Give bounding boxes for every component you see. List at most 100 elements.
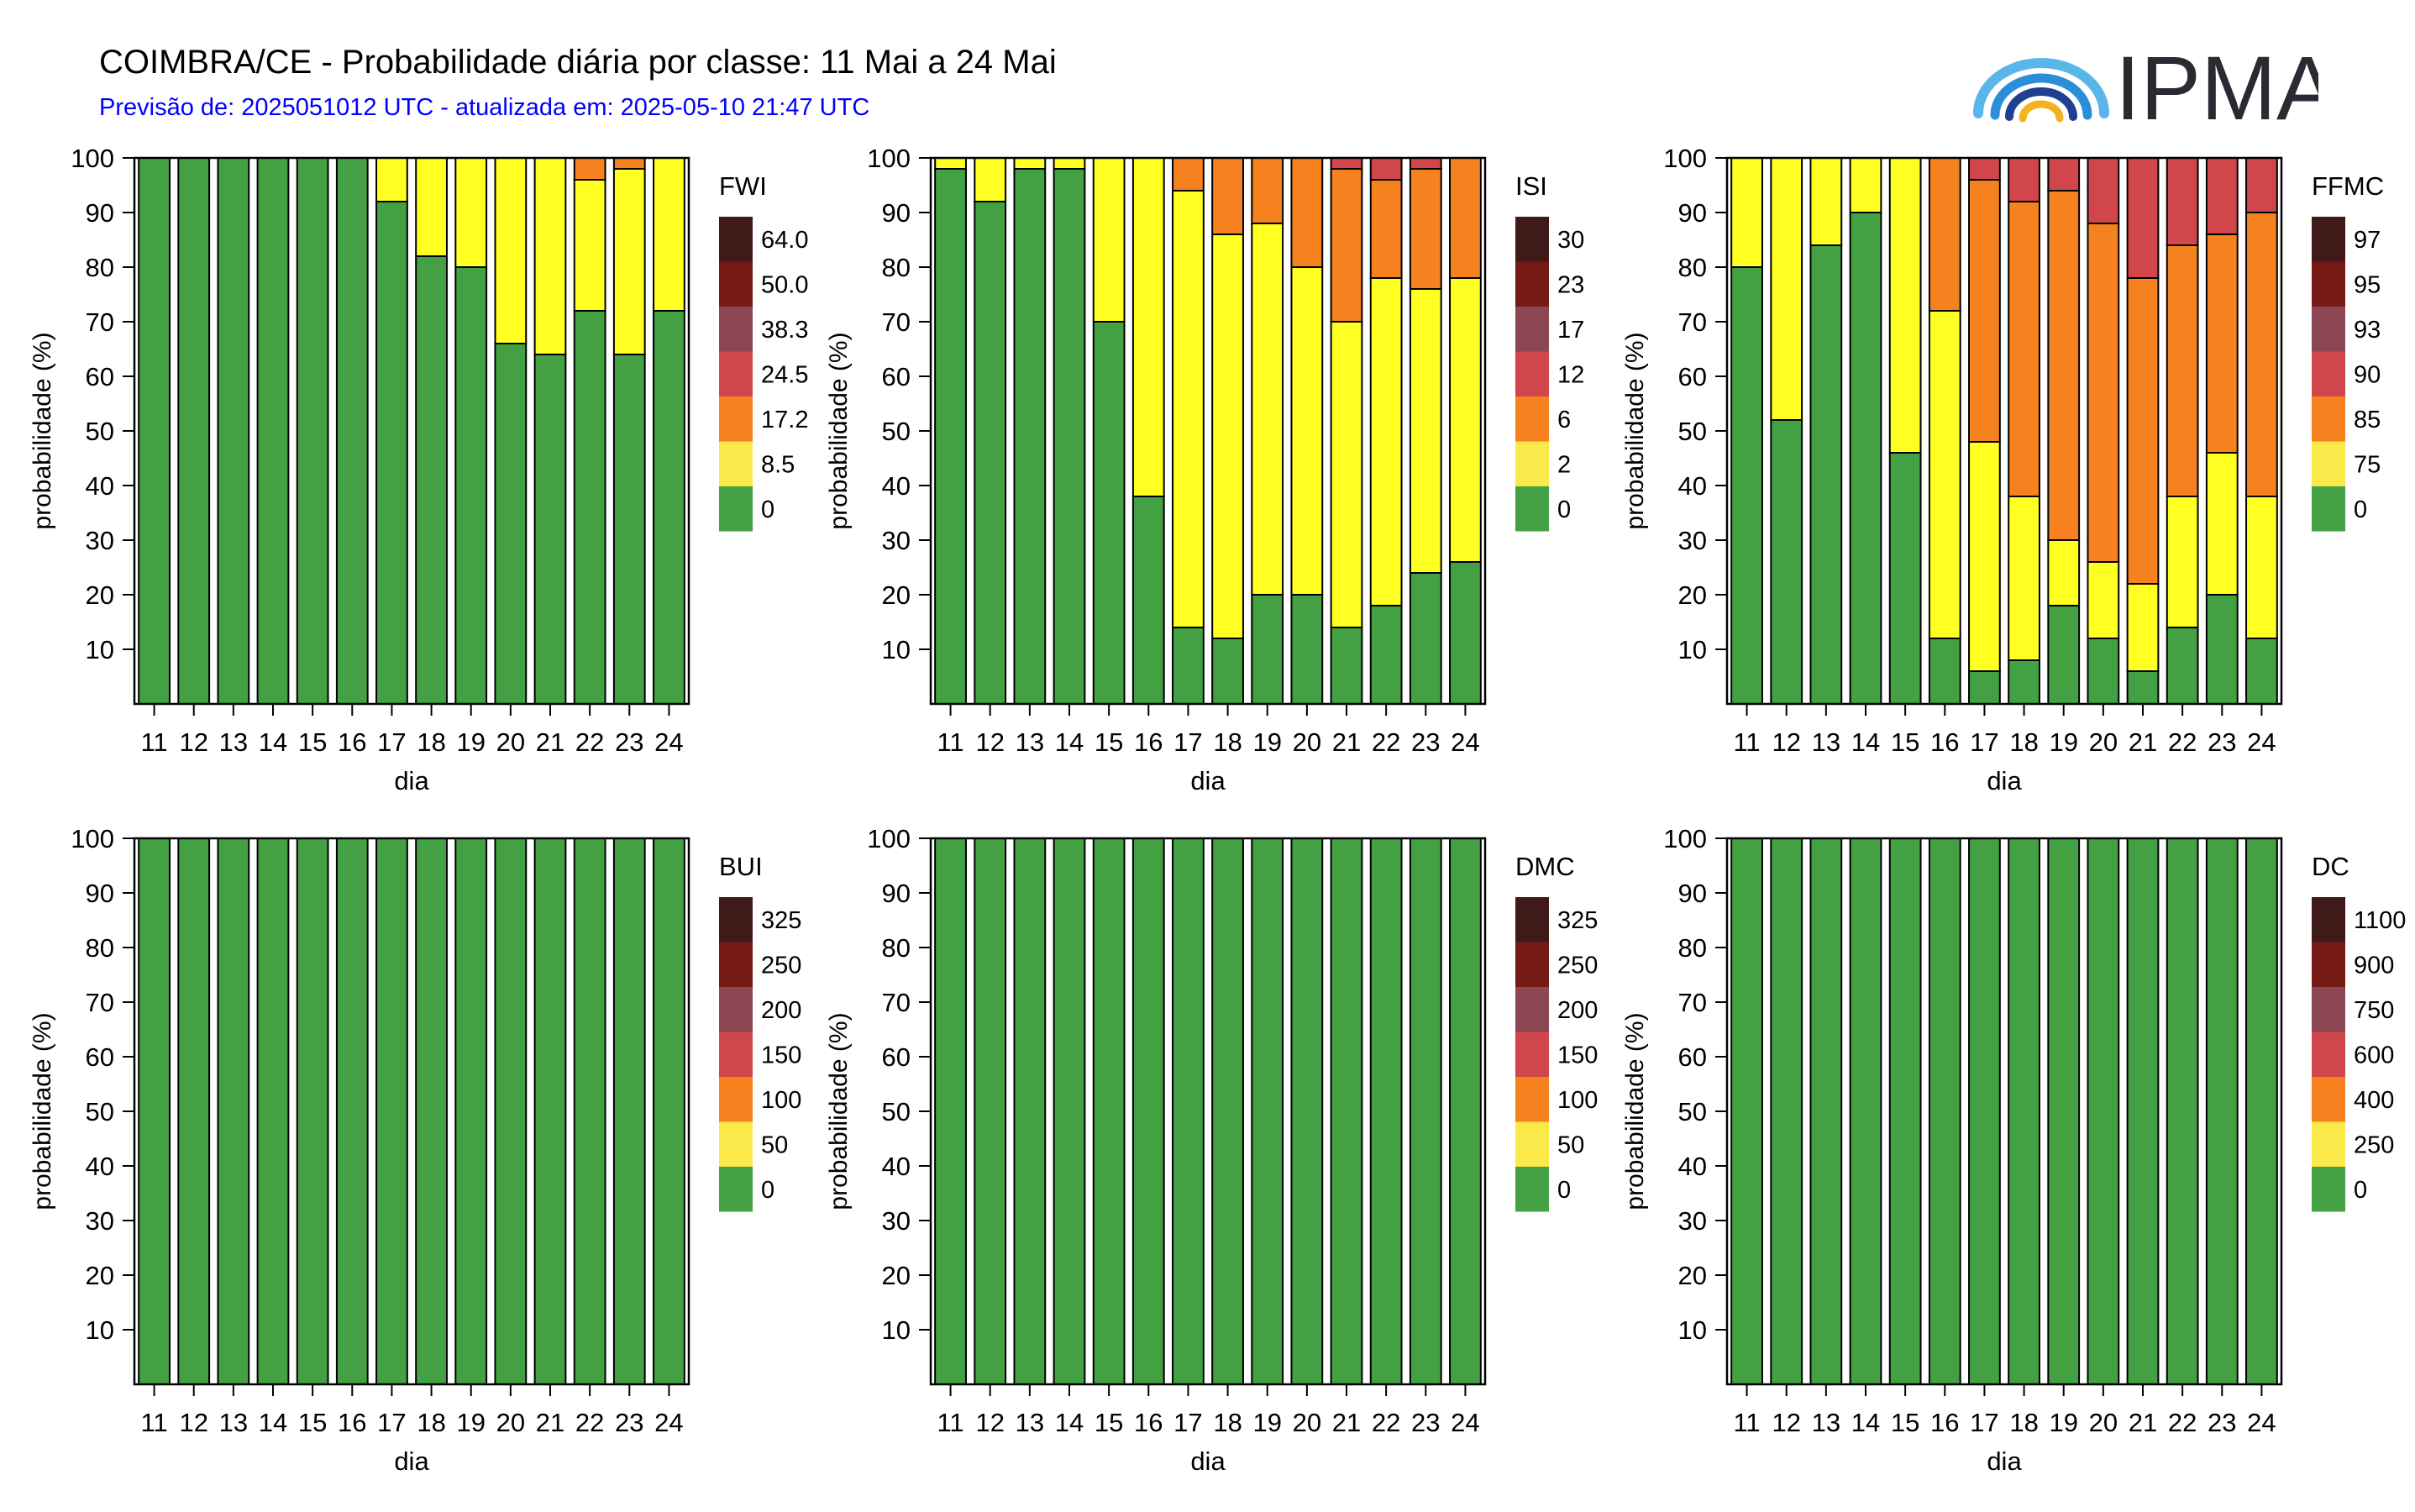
legend-label: 900 — [2354, 952, 2394, 979]
legend-swatch — [2312, 486, 2345, 532]
x-tick-label: 21 — [2129, 727, 2157, 757]
legend-label: 0 — [2354, 1177, 2367, 1204]
x-tick-label: 18 — [1213, 727, 1242, 757]
y-tick-label: 30 — [86, 1206, 114, 1236]
bar-segment — [177, 837, 211, 1385]
bar-segment — [1968, 157, 2001, 181]
bar-segment — [1770, 419, 1803, 705]
x-tick-label: 24 — [1451, 727, 1479, 757]
legend-swatch — [2312, 897, 2345, 942]
legend-label: 24.5 — [761, 361, 808, 388]
x-tick-label: 17 — [377, 727, 406, 757]
bar-segment — [934, 157, 967, 170]
legend-swatch — [719, 261, 753, 307]
bar-segment — [1172, 837, 1205, 1385]
legend-label: 1100 — [2354, 907, 2406, 934]
legend-label: 38.3 — [761, 317, 808, 344]
legend-swatch — [2312, 396, 2345, 442]
bar-segment — [2245, 157, 2278, 213]
y-tick-label: 10 — [1678, 635, 1707, 664]
bar-segment — [2126, 157, 2160, 279]
y-tick-label: 50 — [882, 1097, 911, 1126]
y-tick-label: 60 — [882, 1042, 911, 1072]
x-tick-label: 18 — [2009, 1408, 2038, 1437]
legend-swatch — [2312, 1077, 2345, 1122]
bar-segment — [1369, 605, 1403, 705]
legend-label: 0 — [761, 496, 774, 523]
y-tick-label: 60 — [86, 1042, 114, 1072]
legend-swatch — [719, 441, 753, 486]
x-tick-label: 22 — [575, 1408, 604, 1437]
legend-label: 23 — [1557, 271, 1584, 298]
legend-swatch — [719, 486, 753, 532]
y-tick-label: 80 — [86, 933, 114, 963]
legend-swatch — [2312, 1121, 2345, 1167]
legend-swatch — [719, 307, 753, 352]
bar-segment — [1369, 157, 1403, 181]
bar-segment — [1449, 277, 1482, 563]
y-tick-label: 30 — [882, 526, 911, 555]
x-tick-label: 17 — [1173, 1408, 1202, 1437]
bar-segment — [1369, 179, 1403, 279]
bar-segment — [2008, 157, 2040, 202]
y-tick-label: 70 — [882, 988, 911, 1017]
legend-label: 100 — [1557, 1087, 1598, 1114]
y-tick-label: 70 — [882, 307, 911, 337]
legend-swatch — [2312, 441, 2345, 486]
forecast-subtitle: Previsão de: 2025051012 UTC - atualizada… — [99, 94, 870, 121]
x-tick-label: 21 — [1332, 727, 1361, 757]
x-tick-label: 23 — [615, 1408, 643, 1437]
bar-segment — [612, 354, 646, 705]
bar-segment — [2047, 190, 2081, 541]
y-tick-label: 80 — [882, 253, 911, 282]
y-tick-label: 50 — [1678, 417, 1707, 446]
legend-swatch — [2312, 942, 2345, 987]
legend-label: 0 — [1557, 1177, 1571, 1204]
y-tick-label: 100 — [867, 824, 911, 853]
bar-segment — [335, 157, 369, 705]
y-tick-label: 40 — [1678, 1152, 1707, 1181]
x-tick-label: 11 — [1733, 1408, 1760, 1437]
y-tick-label: 60 — [1678, 1042, 1707, 1072]
bar-segment — [1092, 321, 1126, 705]
bar-segment — [1330, 157, 1363, 170]
bar-segment — [533, 157, 567, 355]
legend-swatch — [1515, 987, 1549, 1032]
bar-segment — [1730, 157, 1763, 268]
legend-label: 6 — [1557, 407, 1571, 433]
bar-segment — [375, 201, 408, 705]
bar-segment — [138, 837, 171, 1385]
x-tick-label: 19 — [2049, 1408, 2077, 1437]
x-tick-label: 15 — [298, 727, 327, 757]
bar-segment — [1849, 837, 1882, 1385]
bar-segment — [2245, 212, 2278, 497]
bar-segment — [1172, 627, 1205, 705]
bar-segment — [1409, 288, 1442, 574]
y-tick-label: 40 — [882, 1152, 911, 1181]
bar-segment — [1409, 168, 1442, 290]
legend-label: 150 — [761, 1042, 801, 1068]
x-tick-label: 12 — [975, 727, 1004, 757]
x-tick-label: 17 — [1970, 1408, 1998, 1437]
bar-segment — [454, 157, 488, 268]
x-tick-label: 15 — [1891, 727, 1919, 757]
x-tick-label: 12 — [179, 1408, 207, 1437]
legend-label: 250 — [761, 952, 801, 979]
bar-segment — [533, 837, 567, 1385]
x-tick-label: 24 — [2247, 727, 2276, 757]
x-tick-label: 17 — [1970, 727, 1998, 757]
legend-label: 93 — [2354, 317, 2381, 344]
bar-segment — [573, 837, 606, 1385]
legend-swatch — [1515, 307, 1549, 352]
x-tick-label: 14 — [1851, 727, 1880, 757]
bar-segment — [974, 837, 1007, 1385]
x-tick-label: 20 — [496, 1408, 525, 1437]
bar-segment — [1968, 179, 2001, 443]
bar-segment — [2205, 452, 2239, 596]
x-tick-label: 13 — [219, 727, 248, 757]
bar-segment — [2087, 561, 2120, 639]
chart-panel-fwi: 10 20 30 40 50 60 70 80 90 100 11 12 13 14 15 16 17 18 19 2… — [29, 144, 808, 795]
bar-segment — [2205, 234, 2239, 454]
legend-label: 325 — [1557, 907, 1598, 934]
x-tick-label: 13 — [219, 1408, 248, 1437]
